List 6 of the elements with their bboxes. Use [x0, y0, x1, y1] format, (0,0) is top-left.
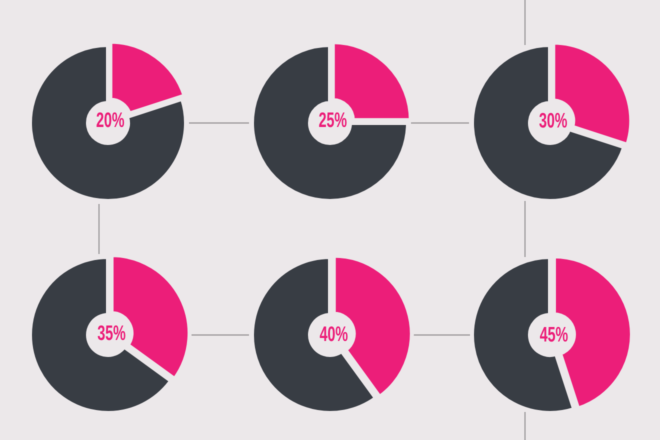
data-label: 30% [539, 109, 582, 132]
data-label: 25% [318, 108, 361, 132]
data-label: 40% [320, 322, 362, 346]
data-label: 20% [96, 108, 138, 132]
data-label: 45% [540, 322, 582, 346]
data-label: 35% [97, 322, 140, 345]
